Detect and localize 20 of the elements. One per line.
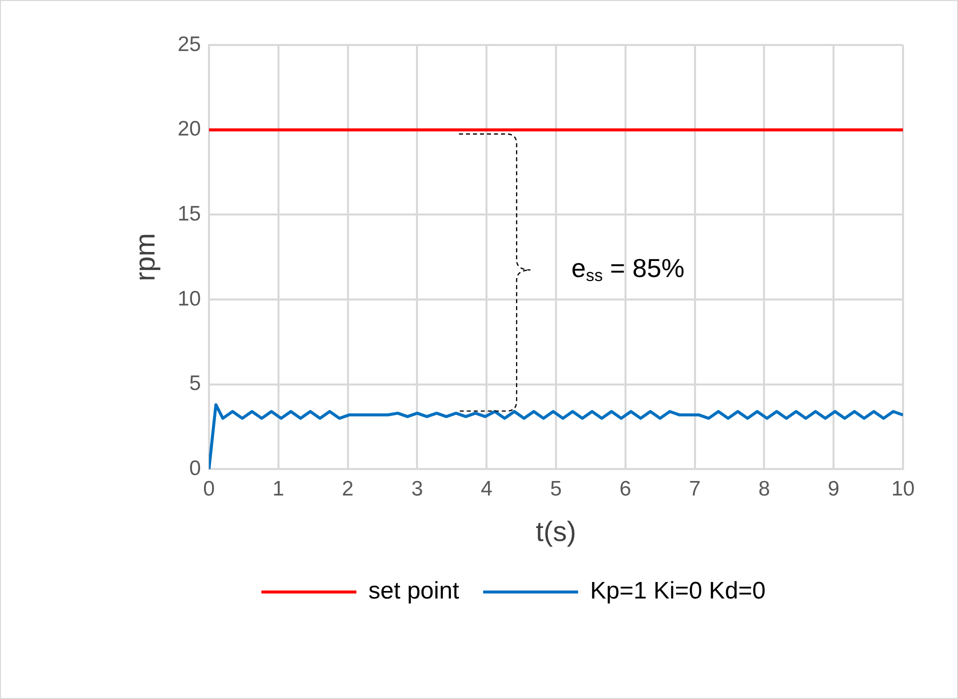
y-tick-label: 25: [178, 32, 201, 56]
y-axis-title: rpm: [130, 232, 161, 282]
y-tick-label: 20: [178, 118, 201, 141]
y-tick-label: 10: [178, 287, 201, 310]
x-tick-label: 6: [620, 478, 632, 501]
x-tick-label: 2: [342, 478, 354, 501]
y-tick-label: 5: [189, 372, 201, 396]
x-tick-label: 7: [688, 478, 701, 501]
x-tick-label: 3: [411, 478, 424, 501]
x-tick-label: 10: [891, 478, 915, 501]
x-tick-label: 8: [758, 478, 770, 501]
x-axis-title: t(s): [536, 516, 576, 547]
x-tick-label: 1: [272, 478, 284, 501]
legend-label: Kp=1 Ki=0 Kd=0: [590, 578, 766, 605]
y-tick-label: 15: [178, 202, 201, 226]
x-tick-label: 5: [550, 478, 562, 501]
x-tick-label: 4: [480, 478, 493, 501]
y-tick-label: 0: [189, 456, 201, 480]
x-tick-label: 9: [828, 478, 840, 501]
legend-label: set point: [368, 578, 460, 605]
